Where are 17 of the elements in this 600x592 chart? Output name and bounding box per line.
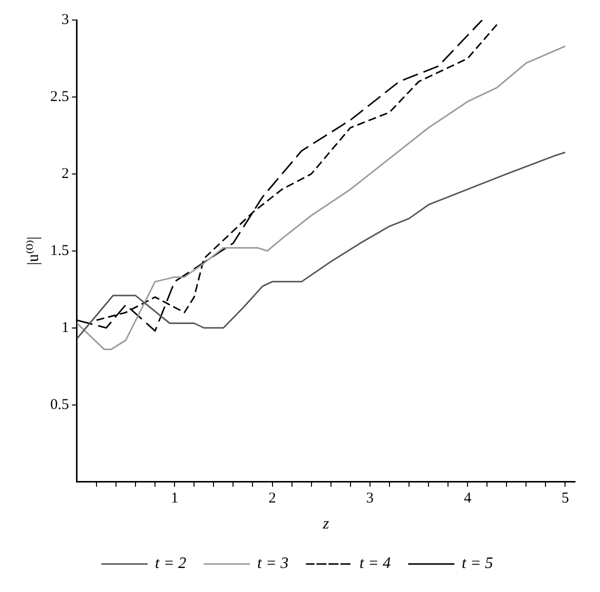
x-axis-title: z [322,516,330,533]
y-tick-label: 2 [61,166,69,182]
legend-label: t = 5 [462,555,493,572]
y-tick-label: 0.5 [50,396,69,413]
x-tick-label: 4 [464,490,472,507]
y-axis-title: |u⁽⁰⁾| [24,236,42,266]
legend-label: t = 2 [155,555,186,572]
legend-label: t = 4 [360,555,391,572]
y-tick-label: 1 [61,320,69,336]
x-tick-label: 1 [170,490,178,507]
y-tick-label: 2.5 [50,88,69,105]
x-tick-label: 2 [268,490,276,507]
x-tick-label: 3 [366,490,374,507]
y-tick-label: 3 [61,12,69,28]
x-tick-label: 5 [561,490,569,507]
legend-label: t = 3 [257,555,289,572]
y-tick-label: 1.5 [50,242,69,259]
